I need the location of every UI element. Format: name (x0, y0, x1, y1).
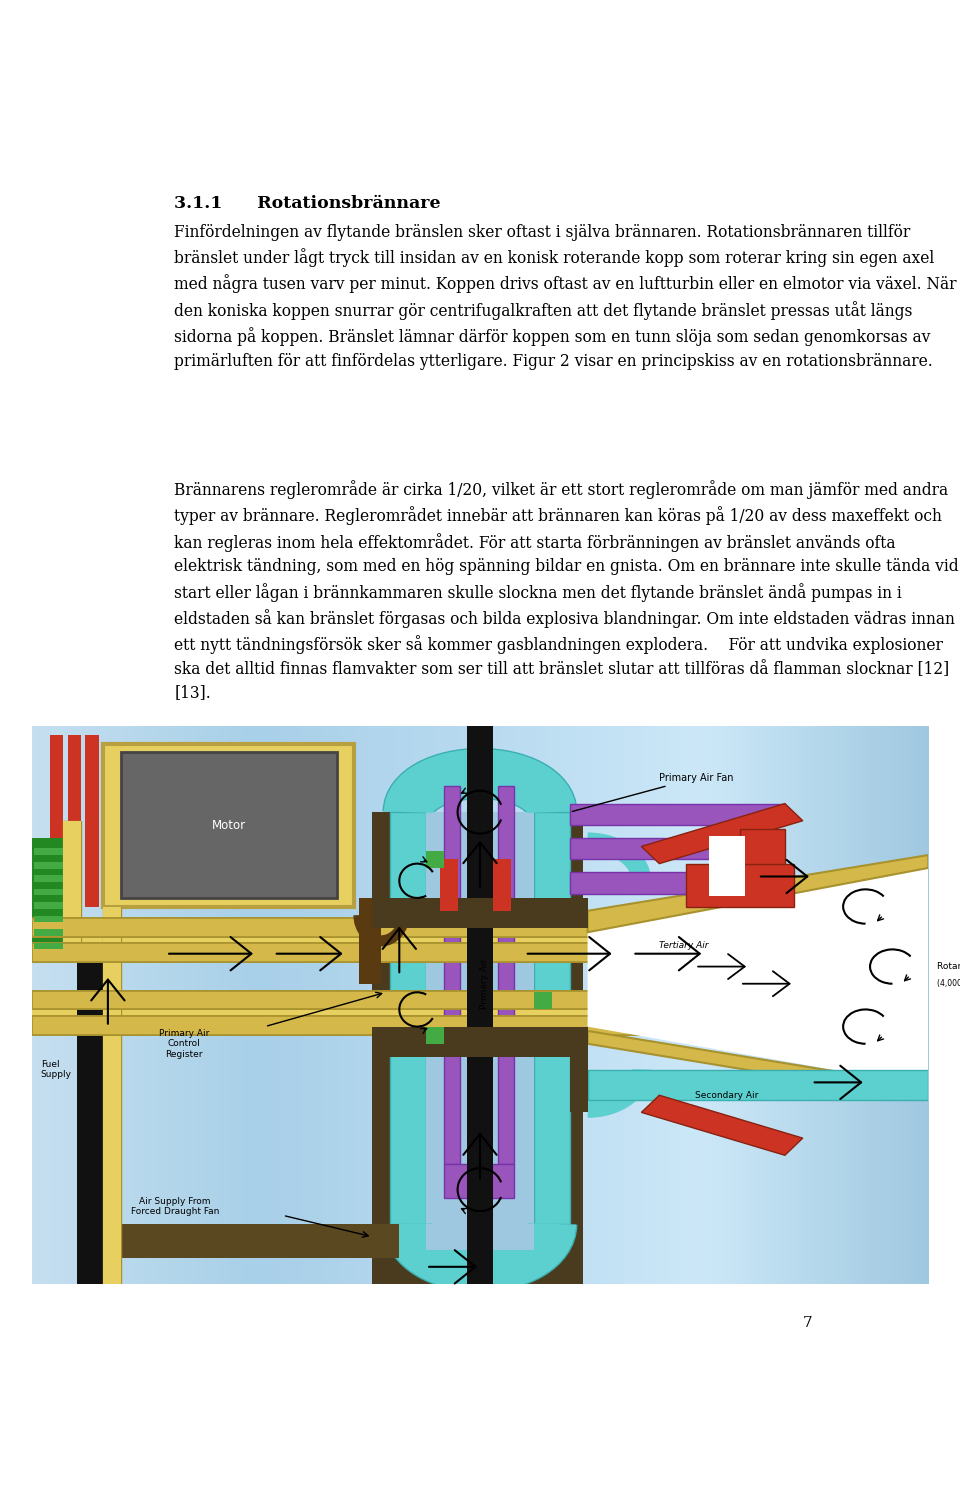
Bar (35, 916, 63, 922)
Text: Motor: Motor (212, 818, 246, 832)
Bar (569, 838, 767, 859)
Text: Figur 2 – Rotationsbrännare. Använd med tillstånd från Technology Transfer Servi: Figur 2 – Rotationsbrännare. Använd med … (175, 1188, 881, 1204)
Bar (32, 918, 928, 936)
Bar (32, 1016, 928, 1035)
Bar (104, 743, 354, 907)
Bar (35, 848, 63, 854)
Bar (372, 1026, 588, 1056)
Polygon shape (588, 1031, 928, 1100)
Bar (534, 812, 569, 1224)
Bar (467, 726, 493, 1284)
Bar (32, 838, 67, 958)
Bar (35, 942, 63, 949)
Text: (4,000 - 5,000 rpm): (4,000 - 5,000 rpm) (937, 980, 960, 989)
Bar (32, 990, 928, 1010)
Bar (35, 862, 63, 868)
Bar (77, 958, 108, 1284)
Bar (372, 898, 588, 928)
Text: Finfördelningen av flytande bränslen sker oftast i själva brännaren. Rotationsbr: Finfördelningen av flytande bränslen ske… (175, 223, 957, 369)
Polygon shape (641, 1096, 803, 1156)
Bar (50, 735, 63, 907)
Bar (32, 943, 928, 963)
Bar (32, 918, 928, 936)
Bar (444, 787, 460, 1163)
Polygon shape (641, 803, 803, 864)
Text: 7: 7 (803, 1316, 812, 1329)
Bar (426, 851, 444, 868)
Bar (391, 812, 426, 1224)
Polygon shape (588, 854, 928, 933)
Bar (426, 812, 534, 1224)
Polygon shape (588, 868, 928, 1087)
Text: 3.1.1  Rotationsbrännare: 3.1.1 Rotationsbrännare (175, 194, 441, 212)
Bar (32, 918, 928, 963)
Bar (552, 812, 583, 1284)
Text: Tertiary Air: Tertiary Air (660, 940, 708, 949)
Bar (77, 1224, 399, 1258)
Bar (104, 907, 121, 1284)
Bar (569, 873, 749, 894)
Bar (85, 735, 99, 907)
Text: Primary Air
Control
Register: Primary Air Control Register (159, 1029, 209, 1059)
Bar (104, 907, 121, 1284)
Text: Brännarens reglerområde är cirka 1/20, vilket är ett stort reglerområde om man j: Brännarens reglerområde är cirka 1/20, v… (175, 481, 959, 701)
Bar (372, 1249, 583, 1284)
Bar (77, 1224, 399, 1258)
Polygon shape (372, 1249, 583, 1284)
Polygon shape (426, 1224, 534, 1249)
Bar (32, 990, 928, 1010)
Text: Primary Air: Primary Air (480, 958, 489, 1008)
Bar (493, 859, 512, 910)
Bar (32, 943, 928, 963)
Bar (588, 1070, 928, 1100)
Bar (63, 821, 81, 958)
Bar (444, 1163, 514, 1198)
Bar (569, 803, 785, 824)
Bar (708, 836, 745, 897)
Bar (121, 752, 337, 898)
Text: Secondary Air: Secondary Air (695, 1091, 758, 1100)
Text: Fuel
Supply: Fuel Supply (40, 1059, 72, 1079)
Bar (63, 821, 81, 958)
Bar (35, 930, 63, 936)
Bar (686, 864, 794, 907)
Text: Air Supply From
Forced Draught Fan: Air Supply From Forced Draught Fan (131, 1197, 219, 1216)
Bar (67, 735, 81, 907)
Bar (534, 992, 552, 1010)
Bar (35, 903, 63, 909)
Text: Primary Air Fan: Primary Air Fan (572, 773, 733, 811)
Bar (740, 829, 785, 898)
Bar (359, 898, 381, 984)
Bar (372, 812, 404, 1284)
Bar (35, 876, 63, 882)
Bar (35, 889, 63, 895)
Bar (32, 1016, 928, 1035)
Bar (569, 1056, 588, 1112)
Bar (440, 859, 458, 910)
Bar (498, 787, 514, 1163)
Bar (426, 1026, 444, 1044)
Bar (32, 990, 928, 1035)
Text: Rotary Cup: Rotary Cup (937, 961, 960, 971)
